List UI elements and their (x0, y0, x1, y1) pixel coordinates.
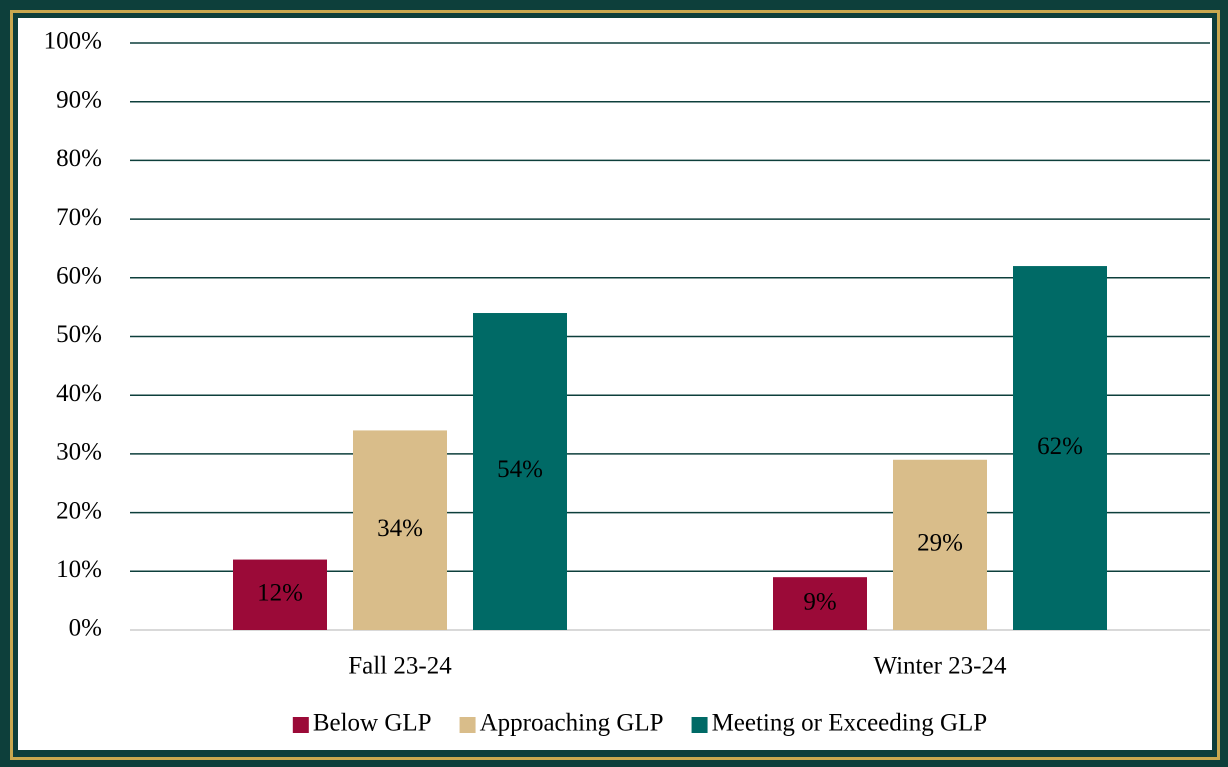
bar (353, 430, 447, 630)
chart: 0% 10% 20% 30% 40% 50% 60% 70% 80% 90% 100% Fall 23… (18, 18, 1212, 750)
bar (473, 313, 567, 630)
y-tick-label: 0% (69, 615, 102, 642)
data-label: 9% (803, 588, 836, 615)
data-label: 29% (917, 530, 963, 557)
legend-label: Meeting or Exceeding GLP (712, 710, 988, 737)
y-tick-label: 60% (56, 263, 102, 290)
x-tick-label: Winter 23-24 (874, 653, 1007, 680)
legend-label: Below GLP (313, 710, 432, 737)
data-label: 54% (497, 456, 543, 483)
y-tick-label: 90% (56, 86, 102, 113)
bar (233, 559, 327, 630)
bar (1013, 266, 1107, 630)
y-tick-label: 50% (56, 321, 102, 348)
data-label: 62% (1037, 433, 1083, 460)
y-tick-label: 70% (56, 204, 102, 231)
data-label: 34% (377, 515, 423, 542)
bar (773, 577, 867, 630)
y-tick-label: 40% (56, 380, 102, 407)
y-tick-label: 10% (56, 556, 102, 583)
legend-swatch (292, 717, 309, 733)
y-tick-label: 100% (44, 28, 102, 55)
legend-swatch (691, 717, 708, 733)
data-label: 12% (257, 580, 303, 607)
y-tick-label: 30% (56, 439, 102, 466)
legend-label: Approaching GLP (480, 710, 664, 737)
legend-swatch (459, 717, 476, 733)
y-tick-label: 20% (56, 497, 102, 524)
x-tick-label: Fall 23-24 (348, 653, 452, 680)
y-tick-label: 80% (56, 145, 102, 172)
bar (893, 459, 987, 630)
